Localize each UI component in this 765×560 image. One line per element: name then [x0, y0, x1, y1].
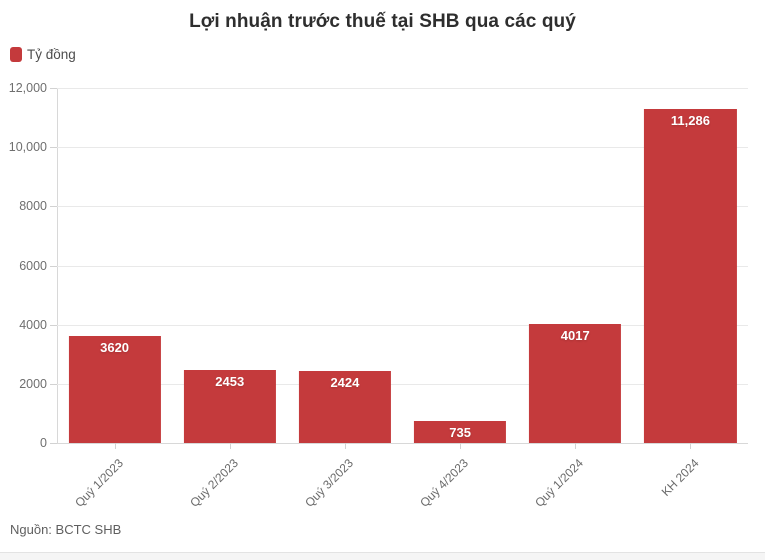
y-axis-tick: [50, 88, 57, 89]
x-axis-tick: [575, 443, 577, 449]
y-axis-tick: [50, 383, 57, 385]
y-axis-tick-label: 2000: [19, 376, 47, 391]
bar-value-label: 4017: [560, 328, 590, 344]
y-axis-tick: [50, 206, 57, 208]
y-axis-tick-label: 0: [40, 436, 47, 450]
y-axis-tick-label: 8000: [19, 199, 47, 214]
chart-title: Lợi nhuận trước thuế tại SHB qua các quý: [189, 11, 576, 32]
x-axis-tick: [344, 443, 346, 449]
y-axis-tick-label: 4000: [19, 317, 47, 332]
x-axis-tick-label: Quý 3/2023: [302, 456, 356, 510]
gridline: [57, 443, 748, 444]
y-axis-tick-label: 6000: [19, 258, 47, 273]
x-axis-tick-label: Quý 4/2023: [417, 456, 472, 510]
gridline: [57, 324, 748, 326]
bar: 2424: [298, 371, 391, 443]
bar: 11,286: [644, 109, 737, 443]
legend: Tỷ đồng: [10, 47, 76, 62]
legend-label: Tỷ đồng: [27, 47, 76, 62]
x-axis-tick: [229, 443, 231, 449]
source-note: Nguồn: BCTC SHB: [10, 522, 122, 537]
bar: 2453: [183, 370, 276, 443]
x-axis-tick: [690, 443, 692, 449]
bar-value-label: 3620: [100, 339, 130, 355]
bar: 735: [414, 421, 507, 443]
y-axis-tick-label: 12,000: [8, 81, 47, 95]
y-axis-tick: [50, 265, 57, 267]
x-axis-tick-label: KH 2024: [658, 456, 702, 499]
gridline: [57, 383, 748, 385]
bar-band: 3620: [57, 88, 172, 443]
gridline: [57, 206, 748, 208]
bar-band: 4017: [518, 88, 633, 443]
bar-value-label: 2424: [330, 375, 360, 391]
y-axis-tick: [50, 324, 57, 326]
gridline: [57, 88, 748, 89]
y-axis-tick: [50, 147, 57, 149]
y-axis-tick: [50, 443, 57, 444]
bar-band: 2424: [287, 88, 402, 443]
y-axis-tick-label: 10,000: [8, 140, 47, 155]
x-axis-tick: [114, 443, 116, 449]
legend-swatch-icon: [10, 47, 22, 62]
bar: 3620: [68, 335, 161, 443]
bar-band: 2453: [172, 88, 287, 443]
bar-value-label: 2453: [215, 374, 245, 390]
x-axis-tick-label: Quý 1/2023: [71, 456, 126, 510]
bar-value-label: 11,286: [670, 113, 710, 129]
x-axis-tick-label: Quý 1/2024: [532, 456, 587, 510]
gridline: [57, 265, 748, 267]
footer-strip: [0, 552, 765, 560]
bar-band: 11,286: [633, 88, 748, 443]
x-axis-tick: [460, 443, 462, 449]
bars-container: 3620 2453 2424 735 4017 11,286: [57, 88, 748, 443]
gridline: [57, 147, 748, 149]
plot-area: 3620 2453 2424 735 4017 11,286: [57, 88, 748, 444]
bar-band: 735: [403, 88, 518, 443]
bar: 4017: [529, 324, 622, 443]
x-axis-tick-label: Quý 2/2023: [186, 456, 241, 510]
bar-value-label: 735: [449, 425, 471, 441]
